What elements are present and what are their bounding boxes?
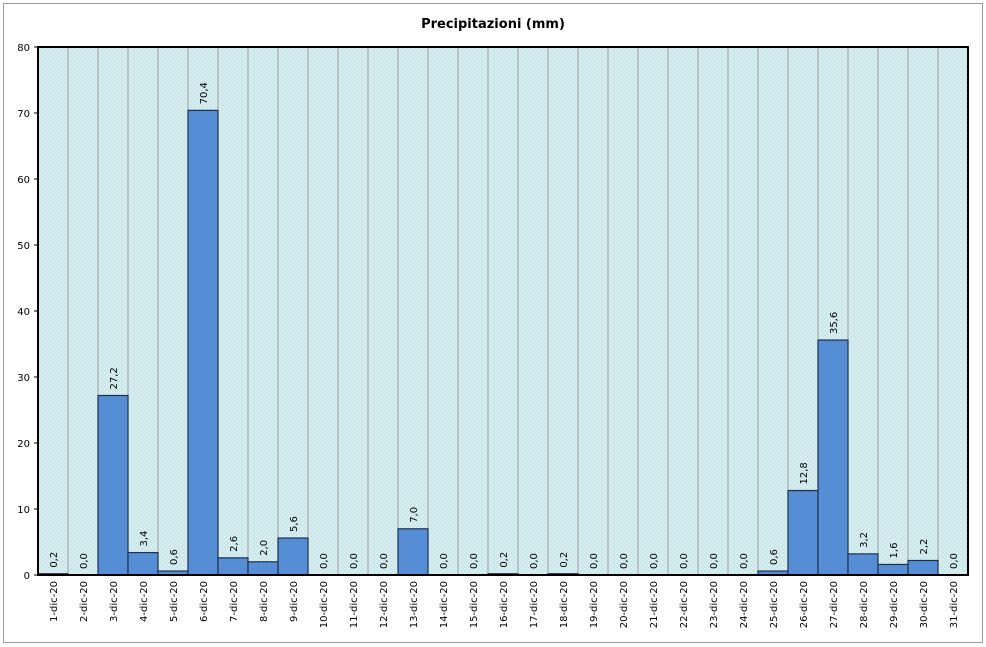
y-tick-label: 10 [17,505,30,516]
bar [397,528,429,576]
data-label: 0,0 [709,553,720,569]
bar [187,109,219,576]
x-tick-label: 25-dic-20 [769,581,780,628]
chart-title: Precipitazioni (mm) [421,17,565,32]
y-tick-label: 70 [17,109,30,120]
bar [787,489,819,576]
bar [277,537,309,576]
data-label: 0,0 [379,553,390,569]
data-label: 0,6 [769,549,780,565]
x-tick-label: 23-dic-20 [709,581,720,628]
x-tick-label: 7-dic-20 [229,581,240,622]
x-tick-label: 16-dic-20 [499,581,510,628]
data-label: 2,0 [259,540,270,556]
x-tick-label: 21-dic-20 [649,581,660,628]
plot-border [37,46,969,576]
data-label: 3,4 [139,531,150,547]
x-tick-label: 31-dic-20 [949,581,960,628]
data-label: 27,2 [109,367,120,389]
data-label: 0,2 [559,552,570,568]
x-tick-label: 19-dic-20 [589,581,600,628]
data-label: 0,0 [439,553,450,569]
data-label: 0,0 [469,553,480,569]
x-tick-label: 30-dic-20 [919,581,930,628]
data-label: 0,6 [169,549,180,565]
x-tick-label: 13-dic-20 [409,581,420,628]
bar [217,557,249,576]
data-label: 5,6 [289,516,300,532]
x-tick-label: 3-dic-20 [109,581,120,622]
data-label: 70,4 [199,82,210,104]
data-label: 0,2 [49,552,60,568]
x-tick-label: 9-dic-20 [289,581,300,622]
data-labels: 0,2 0,0 27,2 3,4 0,6 70,4 2,6 2,0 5,6 0,0 0,0 0,0 7,… [49,82,960,569]
x-tick-label: 10-dic-20 [319,581,330,628]
data-label: 0,0 [949,553,960,569]
data-label: 7,0 [409,507,420,523]
x-tick-label: 5-dic-20 [169,581,180,622]
y-tick-label: 0 [24,571,30,582]
data-label: 2,6 [229,536,240,552]
bars [37,109,939,576]
x-tick-label: 8-dic-20 [259,581,270,622]
data-label: 0,0 [619,553,630,569]
bar [97,394,129,576]
data-label: 0,0 [649,553,660,569]
x-tick-label: 4-dic-20 [139,581,150,622]
x-tick-label: 1-dic-20 [49,581,60,622]
x-tick-label: 29-dic-20 [889,581,900,628]
y-axis: 0 10 20 30 40 50 60 70 80 [17,43,38,582]
data-label: 12,8 [799,462,810,484]
data-label: 0,2 [499,552,510,568]
data-label: 0,0 [79,553,90,569]
y-tick-label: 40 [17,307,30,318]
data-label: 3,2 [859,532,870,548]
data-label: 1,6 [889,543,900,559]
x-tick-label: 15-dic-20 [469,581,480,628]
x-tick-label: 26-dic-20 [799,581,810,628]
y-tick-label: 20 [17,439,30,450]
data-label: 0,0 [679,553,690,569]
bar [127,551,159,576]
x-tick-label: 27-dic-20 [829,581,840,628]
x-tick-label: 20-dic-20 [619,581,630,628]
data-label: 0,0 [349,553,360,569]
bar [247,561,279,576]
data-label: 35,6 [829,312,840,334]
data-label: 0,0 [529,553,540,569]
data-label: 0,0 [319,553,330,569]
x-tick-label: 12-dic-20 [379,581,390,628]
bar [907,559,939,576]
data-label: 0,0 [589,553,600,569]
y-tick-label: 30 [17,373,30,384]
x-tick-label: 14-dic-20 [439,581,450,628]
x-tick-label: 17-dic-20 [529,581,540,628]
x-tick-label: 11-dic-20 [349,581,360,628]
data-label: 2,2 [919,539,930,555]
y-tick-label: 50 [17,241,30,252]
data-label: 0,0 [739,553,750,569]
bar [847,553,879,576]
x-tick-label: 2-dic-20 [79,581,90,622]
x-tick-label: 24-dic-20 [739,581,750,628]
x-tick-label: 6-dic-20 [199,581,210,622]
x-tick-label: 18-dic-20 [559,581,570,628]
x-axis: 1-dic-20 2-dic-20 3-dic-20 4-dic-20 5-dic-20… [49,581,960,628]
bar [877,563,909,576]
y-tick-label: 60 [17,175,30,186]
x-tick-label: 28-dic-20 [859,581,870,628]
bar [817,339,849,576]
x-tick-label: 22-dic-20 [679,581,690,628]
y-tick-label: 80 [17,43,30,54]
